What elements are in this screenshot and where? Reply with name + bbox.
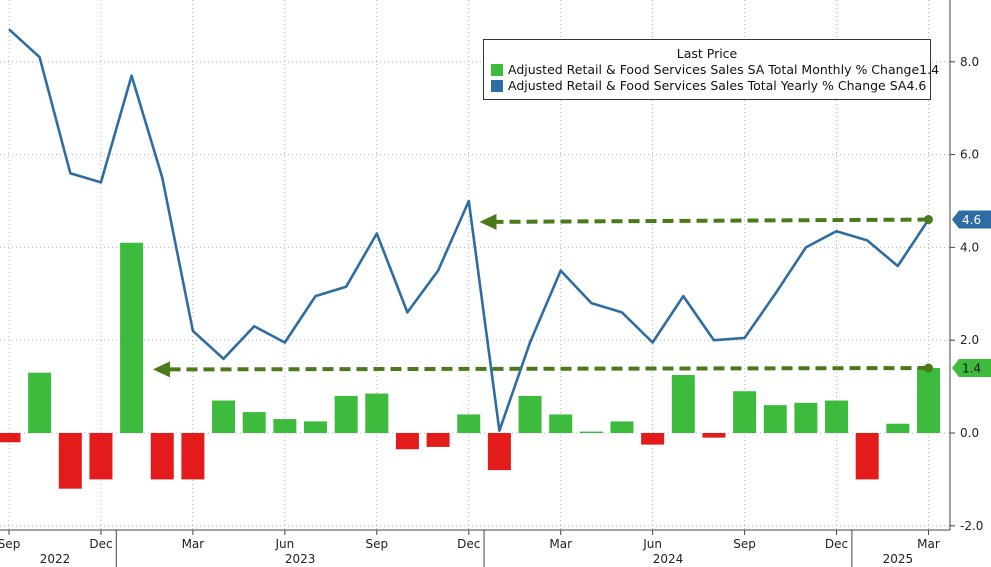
annotations — [153, 213, 933, 378]
bar-2023-02 — [150, 433, 174, 480]
last-value-label-line: 4.6 — [962, 213, 981, 227]
x-tick-label-5: Dec — [457, 537, 480, 551]
legend-entry-yearly: Adjusted Retail & Food Services Sales To… — [484, 78, 930, 94]
bar-2023-11 — [426, 433, 450, 447]
bar-2023-03 — [181, 433, 205, 480]
legend-label-monthly: Adjusted Retail & Food Services Sales SA… — [508, 62, 920, 77]
bar-2024-09 — [733, 391, 757, 433]
annotation-end-dot-bar — [924, 363, 933, 373]
bar-2022-12 — [89, 433, 113, 480]
bar-2023-12 — [457, 414, 481, 433]
y-tick-label-4: 6.0 — [960, 148, 979, 162]
annotation-dashed-line-bar — [167, 366, 929, 372]
x-tick-label-4: Sep — [365, 537, 388, 551]
bar-2023-09 — [365, 393, 389, 433]
bar-2024-08 — [702, 433, 726, 438]
bar-2024-05 — [610, 421, 634, 433]
bar-2023-10 — [395, 433, 419, 450]
annotation-arrowhead-line — [479, 213, 497, 230]
y-tick-label-3: 4.0 — [960, 240, 979, 254]
bar-2024-06 — [641, 433, 665, 445]
bar-2024-11 — [794, 402, 818, 433]
last-value-box-line — [952, 210, 991, 229]
bar-2023-01 — [120, 242, 144, 433]
bar-2025-01 — [855, 433, 879, 480]
last-value-box-bar — [952, 359, 991, 378]
bar-2022-09 — [0, 433, 21, 443]
last-value-label-bar: 1.4 — [962, 362, 981, 376]
annotation-end-dot-line — [924, 215, 933, 225]
year-label-2023: 2023 — [285, 552, 316, 566]
legend-value-yearly: 4.6 — [906, 78, 927, 93]
x-tick-label-10: Mar — [917, 537, 940, 551]
bar-2022-11 — [58, 433, 82, 489]
bar-2024-01 — [487, 433, 511, 471]
bar-2024-02 — [518, 395, 542, 433]
x-tick-label-2: Mar — [182, 537, 205, 551]
bar-2024-03 — [549, 414, 573, 433]
legend-entry-monthly: Adjusted Retail & Food Services Sales SA… — [484, 62, 939, 78]
bar-2023-05 — [242, 412, 266, 433]
y-tick-label-0: -2.0 — [960, 519, 983, 533]
y-tick-label-2: 2.0 — [960, 333, 979, 347]
bar-2023-06 — [273, 419, 297, 433]
bar-2024-04 — [579, 431, 603, 433]
bar-2023-07 — [304, 421, 327, 433]
x-tick-label-8: Sep — [733, 537, 756, 551]
x-tick-label-0: Sep — [0, 537, 20, 551]
annotation-dashed-line-line — [493, 217, 929, 224]
x-tick-label-3: Jun — [274, 537, 294, 551]
bar-2024-07 — [671, 375, 695, 433]
bar-2023-08 — [334, 395, 358, 433]
x-tick-label-1: Dec — [89, 537, 112, 551]
bar-2023-04 — [212, 400, 236, 433]
legend-swatch-monthly — [491, 64, 503, 76]
y-tick-label-5: 8.0 — [960, 55, 979, 69]
bar-2025-02 — [886, 423, 910, 433]
y-tick-label-1: 0.0 — [960, 426, 979, 440]
year-label-2022: 2022 — [40, 552, 71, 566]
yearly-change-line — [8, 28, 930, 433]
x-tick-label-9: Dec — [825, 537, 848, 551]
legend-label-yearly: Adjusted Retail & Food Services Sales To… — [508, 78, 907, 93]
bar-2025-03 — [917, 368, 940, 433]
legend-value-monthly: 1.4 — [919, 62, 940, 77]
bar-2024-10 — [763, 405, 787, 433]
bar-2024-12 — [825, 400, 849, 433]
legend: Last Price Adjusted Retail & Food Servic… — [483, 39, 939, 100]
bar-2022-10 — [28, 372, 52, 433]
yearly-change-line-layer — [8, 28, 930, 433]
legend-swatch-yearly — [491, 80, 503, 92]
year-label-2024: 2024 — [653, 552, 684, 566]
year-label-2025: 2025 — [883, 552, 914, 566]
x-tick-label-6: Mar — [549, 537, 572, 551]
x-tick-label-7: Jun — [642, 537, 662, 551]
legend-title: Last Price — [676, 46, 738, 61]
monthly-change-bars — [0, 242, 940, 489]
annotation-arrowhead-bar — [153, 361, 171, 378]
